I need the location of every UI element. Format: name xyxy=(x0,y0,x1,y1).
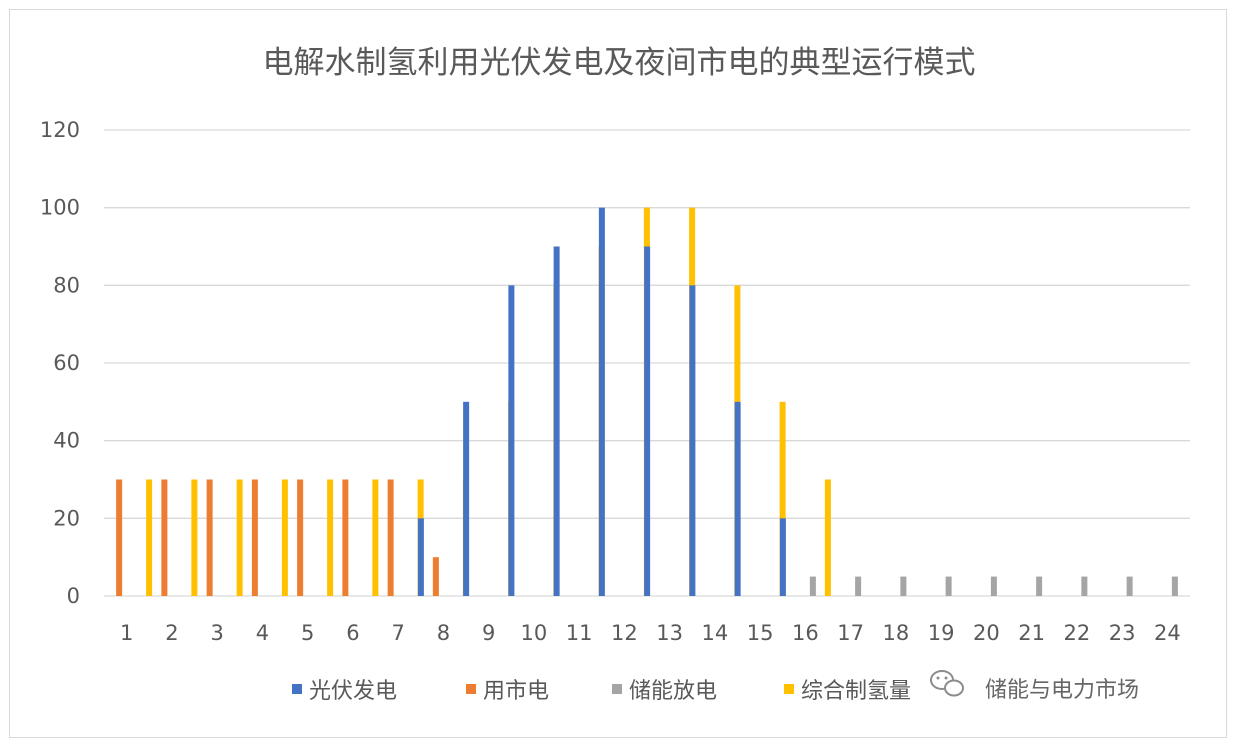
x-tick-label: 10 xyxy=(521,621,548,645)
x-tick-label: 5 xyxy=(301,621,314,645)
x-tick-label: 14 xyxy=(702,621,729,645)
bar xyxy=(990,576,997,596)
bar xyxy=(1036,576,1043,596)
wechat-icon xyxy=(930,670,964,697)
x-tick-label: 9 xyxy=(482,621,495,645)
legend-swatch xyxy=(466,684,476,694)
x-tick-label: 18 xyxy=(883,621,910,645)
bar xyxy=(1171,576,1178,596)
bar xyxy=(689,285,696,596)
x-tick-label: 3 xyxy=(210,621,223,645)
bar xyxy=(327,479,334,596)
x-axis-ticks: 1 2 3 4 5 6 7 8 9 10 11 12 13 14 15 16 17 18 19 20 21 22 23 24 xyxy=(120,621,1181,645)
bar xyxy=(553,246,560,596)
x-tick-label: 23 xyxy=(1109,621,1136,645)
bar xyxy=(417,518,424,596)
x-tick-label: 6 xyxy=(346,621,359,645)
x-tick-label: 15 xyxy=(747,621,774,645)
legend-swatch xyxy=(784,684,794,694)
bar xyxy=(809,576,816,596)
chart-title: 电解水制氢利用光伏发电及夜间市电的典型运行模式 xyxy=(263,45,976,81)
bar xyxy=(146,479,153,596)
x-tick-label: 11 xyxy=(566,621,593,645)
bar xyxy=(734,401,741,596)
x-tick-label: 2 xyxy=(165,621,178,645)
y-tick-label: 40 xyxy=(53,429,80,453)
bar xyxy=(644,246,651,596)
y-tick-label: 80 xyxy=(53,273,80,297)
x-tick-label: 8 xyxy=(437,621,450,645)
x-tick-label: 24 xyxy=(1154,621,1181,645)
x-tick-label: 21 xyxy=(1018,621,1045,645)
bar xyxy=(1126,576,1133,596)
watermark: 储能与电力市场 xyxy=(930,670,1139,703)
bar xyxy=(297,479,304,596)
x-tick-label: 19 xyxy=(928,621,955,645)
x-tick-label: 12 xyxy=(611,621,638,645)
legend-label: 光伏发电 xyxy=(309,679,397,704)
x-tick-label: 16 xyxy=(792,621,819,645)
bars xyxy=(116,207,1178,596)
x-tick-label: 1 xyxy=(120,621,133,645)
watermark-text: 储能与电力市场 xyxy=(985,678,1139,703)
legend: 光伏发电 用市电 储能放电 综合制氢量 xyxy=(292,679,911,704)
x-tick-label: 4 xyxy=(256,621,269,645)
y-tick-label: 20 xyxy=(53,506,80,530)
y-tick-label: 120 xyxy=(40,118,80,142)
x-tick-label: 13 xyxy=(656,621,683,645)
bar xyxy=(779,401,786,596)
bar xyxy=(945,576,952,596)
bar xyxy=(900,576,907,596)
bar xyxy=(779,518,786,596)
bar xyxy=(508,285,515,596)
bar xyxy=(824,479,831,596)
bar xyxy=(387,479,394,596)
bar xyxy=(855,576,862,596)
legend-label: 储能放电 xyxy=(629,679,717,704)
y-axis-ticks: 0 20 40 60 80 100 120 xyxy=(40,118,80,608)
bar xyxy=(281,479,288,596)
x-tick-label: 20 xyxy=(973,621,1000,645)
x-tick-label: 7 xyxy=(391,621,404,645)
bar xyxy=(342,479,349,596)
legend-swatch xyxy=(292,684,302,694)
y-tick-label: 100 xyxy=(40,196,80,220)
bar xyxy=(206,479,213,596)
bar xyxy=(161,479,168,596)
legend-swatch xyxy=(612,684,622,694)
bar xyxy=(1081,576,1088,596)
x-tick-label: 22 xyxy=(1064,621,1091,645)
bar xyxy=(191,479,198,596)
bar xyxy=(236,479,243,596)
legend-label: 综合制氢量 xyxy=(801,679,911,704)
bar xyxy=(598,207,605,596)
bar xyxy=(432,557,439,596)
y-tick-label: 60 xyxy=(53,351,80,375)
y-tick-label: 0 xyxy=(67,584,80,608)
x-tick-label: 17 xyxy=(837,621,864,645)
bar xyxy=(251,479,258,596)
bar xyxy=(116,479,123,596)
bar xyxy=(372,479,379,596)
bar xyxy=(463,401,470,596)
legend-label: 用市电 xyxy=(483,679,549,704)
